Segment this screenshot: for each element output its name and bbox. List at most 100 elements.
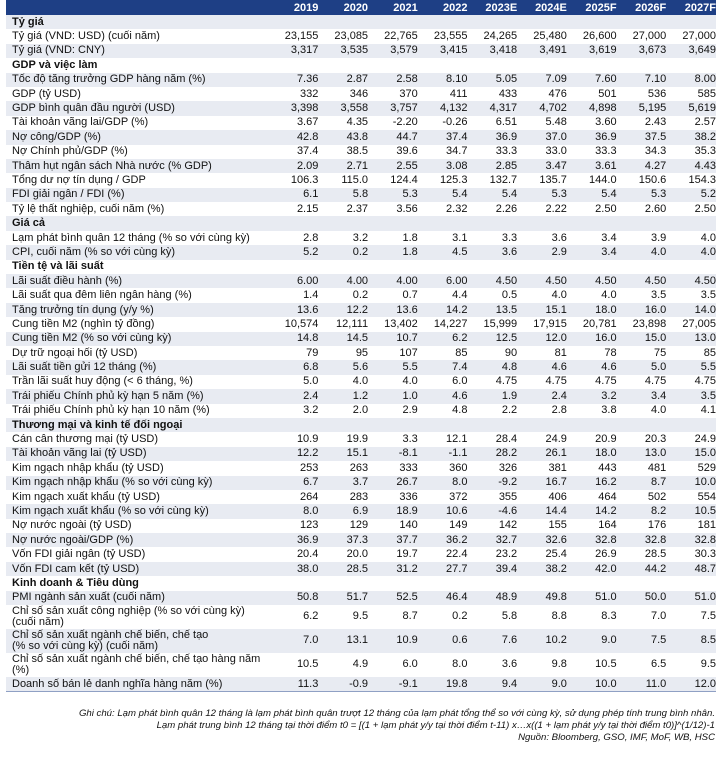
column-header-2024e: 2024E [517,0,567,15]
value-cell-2022: 10.6 [446,504,468,517]
value-cell-2025f: 18.0 [595,303,617,316]
row-label: Kim ngạch xuất khẩu (% so với cùng kỳ) [12,504,209,517]
value-cell-2027f: 51.0 [694,591,716,604]
value-cell-2023e: 48.9 [495,591,518,604]
row-label: Cán cân thương mại (tỷ USD) [12,433,159,446]
value-cell-2024e: 9.0 [517,677,567,693]
table-row: Tài khoản vãng lai/GDP (%) 3.67 4.35 -2.20 -… [6,116,716,130]
value-cell-2027f: 13.0 [694,332,716,345]
value-cell-2026f: 4.50 [644,274,667,287]
table-row: Nợ nước ngoài/GDP (%) 36.9 37.3 37.7 36.2 32.… [6,533,716,548]
value-cell-2025f: 3.8 [601,404,617,417]
value-cell-2019: 3,317 [290,44,319,57]
value-cell-2024e: 26.1 [545,447,567,460]
table-row: CPI, cuối năm (% so với cùng kỳ) 5.2 0.2 1.… [6,245,716,260]
value-cell-2024e: 406 [548,490,567,503]
value-cell-2019: 5.2 [303,245,319,258]
value-cell-2020: -0.9 [318,677,369,693]
row-label: Nợ Chính phủ/GDP (%) [12,145,128,158]
value-cell-2020: 12,111 [336,317,369,330]
table-row: Lãi suất tiền gửi 12 tháng (%) 6.8 5.6 5.5 7… [6,360,716,375]
value-cell-2026f: 536 [647,87,667,100]
value-cell-2019: 8.0 [303,504,319,517]
table-row: Tăng trưởng tín dụng (y/y %) 13.6 12.2 13.6… [6,302,716,318]
value-cell-2019: 1.4 [303,289,319,302]
value-cell-2019: 42.8 [296,130,319,143]
value-cell-2027f: 27,005 [682,317,716,330]
value-cell-2022: 4.6 [452,389,468,402]
value-cell-2019: 3.2 [303,404,319,417]
value-cell-2026f: 7.0 [650,610,667,623]
value-cell-2023e: 326 [498,461,518,474]
table-row: Trái phiếu Chính phủ kỳ hạn 5 năm (%) 2.4… [6,389,716,404]
value-cell-2021: -8.1 [398,447,418,460]
value-cell-2022: 4.5 [452,245,468,258]
value-cell-2026f: 3.9 [650,231,667,244]
value-cell-2021: 107 [399,346,418,359]
value-cell-2020: 38.5 [346,145,369,158]
macro-forecast-table: 2019 2020 2021 2022 2023E 2024E 2025F 2026F 2027… [6,0,716,693]
value-cell-2021: 44.7 [396,130,418,143]
value-cell-2027f: 3,649 [688,44,716,57]
value-cell-2024e: 135.7 [539,173,567,186]
value-cell-2023e: 3,418 [489,44,518,57]
value-cell-2025f: 3.4 [601,245,617,258]
value-cell-2020: 12.2 [346,303,369,316]
value-cell-2027f: 2.50 [694,202,716,215]
table-row: Trần lãi suất huy động (< 6 tháng, %) 5.0… [6,375,716,389]
value-cell-2024e: 9.8 [551,658,567,671]
note-geometric-mean: Ghi chú: Lạm phát bình quân 12 tháng là … [78,708,715,719]
source-note: Nguồn: Bloomberg, GSO, IMF, MoF, WB, HSC [518,732,715,743]
row-label-line: Chỉ số sản xuất ngành chế biến, chế tạo [12,628,209,641]
value-cell-2025f: 7.60 [595,73,617,86]
value-cell-2022: 27.7 [446,562,468,575]
value-cell-2026f: 502 [647,490,667,503]
value-cell-2026f: 13.0 [644,447,667,460]
value-cell-2023e: 355 [498,490,518,503]
value-cell-2021: 10.9 [396,634,418,647]
table-row: Kim ngạch xuất khẩu (% so với cùng kỳ) 8.… [6,504,716,519]
value-cell-2027f: 4.75 [694,375,716,388]
value-cell-2027f: 4.43 [694,159,716,172]
value-cell-2026f: 34.3 [644,145,667,158]
value-cell-2026f: 176 [647,519,667,532]
value-cell-2027f: 585 [697,87,716,100]
value-cell-2020: 283 [349,490,369,503]
value-cell-2024e: 2.22 [545,202,567,215]
value-cell-2027f: 4.50 [694,274,716,287]
value-cell-2025f: 4.0 [601,289,617,302]
table-row: Dự trữ ngoại hối (tỷ USD) 79 95 107 85 90 81 78… [6,346,716,360]
value-cell-2021: 52.5 [396,591,418,604]
value-cell-2023e: 5.8 [501,610,518,623]
value-cell-2026f: 6.5 [650,658,667,671]
column-header-2027f: 2027F [666,0,716,15]
value-cell-2022: 7.4 [452,361,468,374]
value-cell-2024e: 25,480 [533,30,567,43]
row-label: Lãi suất tiền gửi 12 tháng (%) [12,361,157,374]
value-cell-2026f: 16.0 [644,303,667,316]
value-cell-2020: 3.2 [352,231,369,244]
table-row: FDI giải ngân / FDI (%) 6.1 5.8 5.3 5.4 5.4 5.… [6,187,716,203]
value-cell-2021: 31.2 [396,562,418,575]
value-cell-2027f: 7.5 [700,610,716,623]
value-cell-2019: 253 [300,461,319,474]
value-cell-2019: 10.9 [296,433,319,446]
value-cell-2021: 39.6 [396,145,418,158]
value-cell-2025f: 3.2 [601,389,617,402]
value-cell-2021: 13.6 [396,303,418,316]
value-cell-2023e: -4.6 [498,504,518,517]
value-cell-2023e: 36.9 [495,130,518,143]
value-cell-2023e: 2.26 [495,202,518,215]
value-cell-2024e: 4,702 [539,102,567,115]
value-cell-2026f: 20.3 [644,433,667,446]
value-cell-2022: 46.4 [446,591,468,604]
table-row: Cung tiền M2 (nghìn tỷ đồng) 10,574 12,111… [6,317,716,331]
table-row: Cung tiền M2 (% so với cùng kỳ) 14.8 14.5 1… [6,331,716,346]
value-cell-2026f: 27,000 [632,30,667,43]
value-cell-2021: 6.0 [402,658,418,671]
row-label: Nợ công/GDP (%) [12,130,101,143]
value-cell-2023e: 433 [498,87,518,100]
value-cell-2022: 0.6 [452,634,468,647]
value-cell-2020: 3,535 [340,44,369,57]
value-cell-2022: 3.1 [452,231,468,244]
